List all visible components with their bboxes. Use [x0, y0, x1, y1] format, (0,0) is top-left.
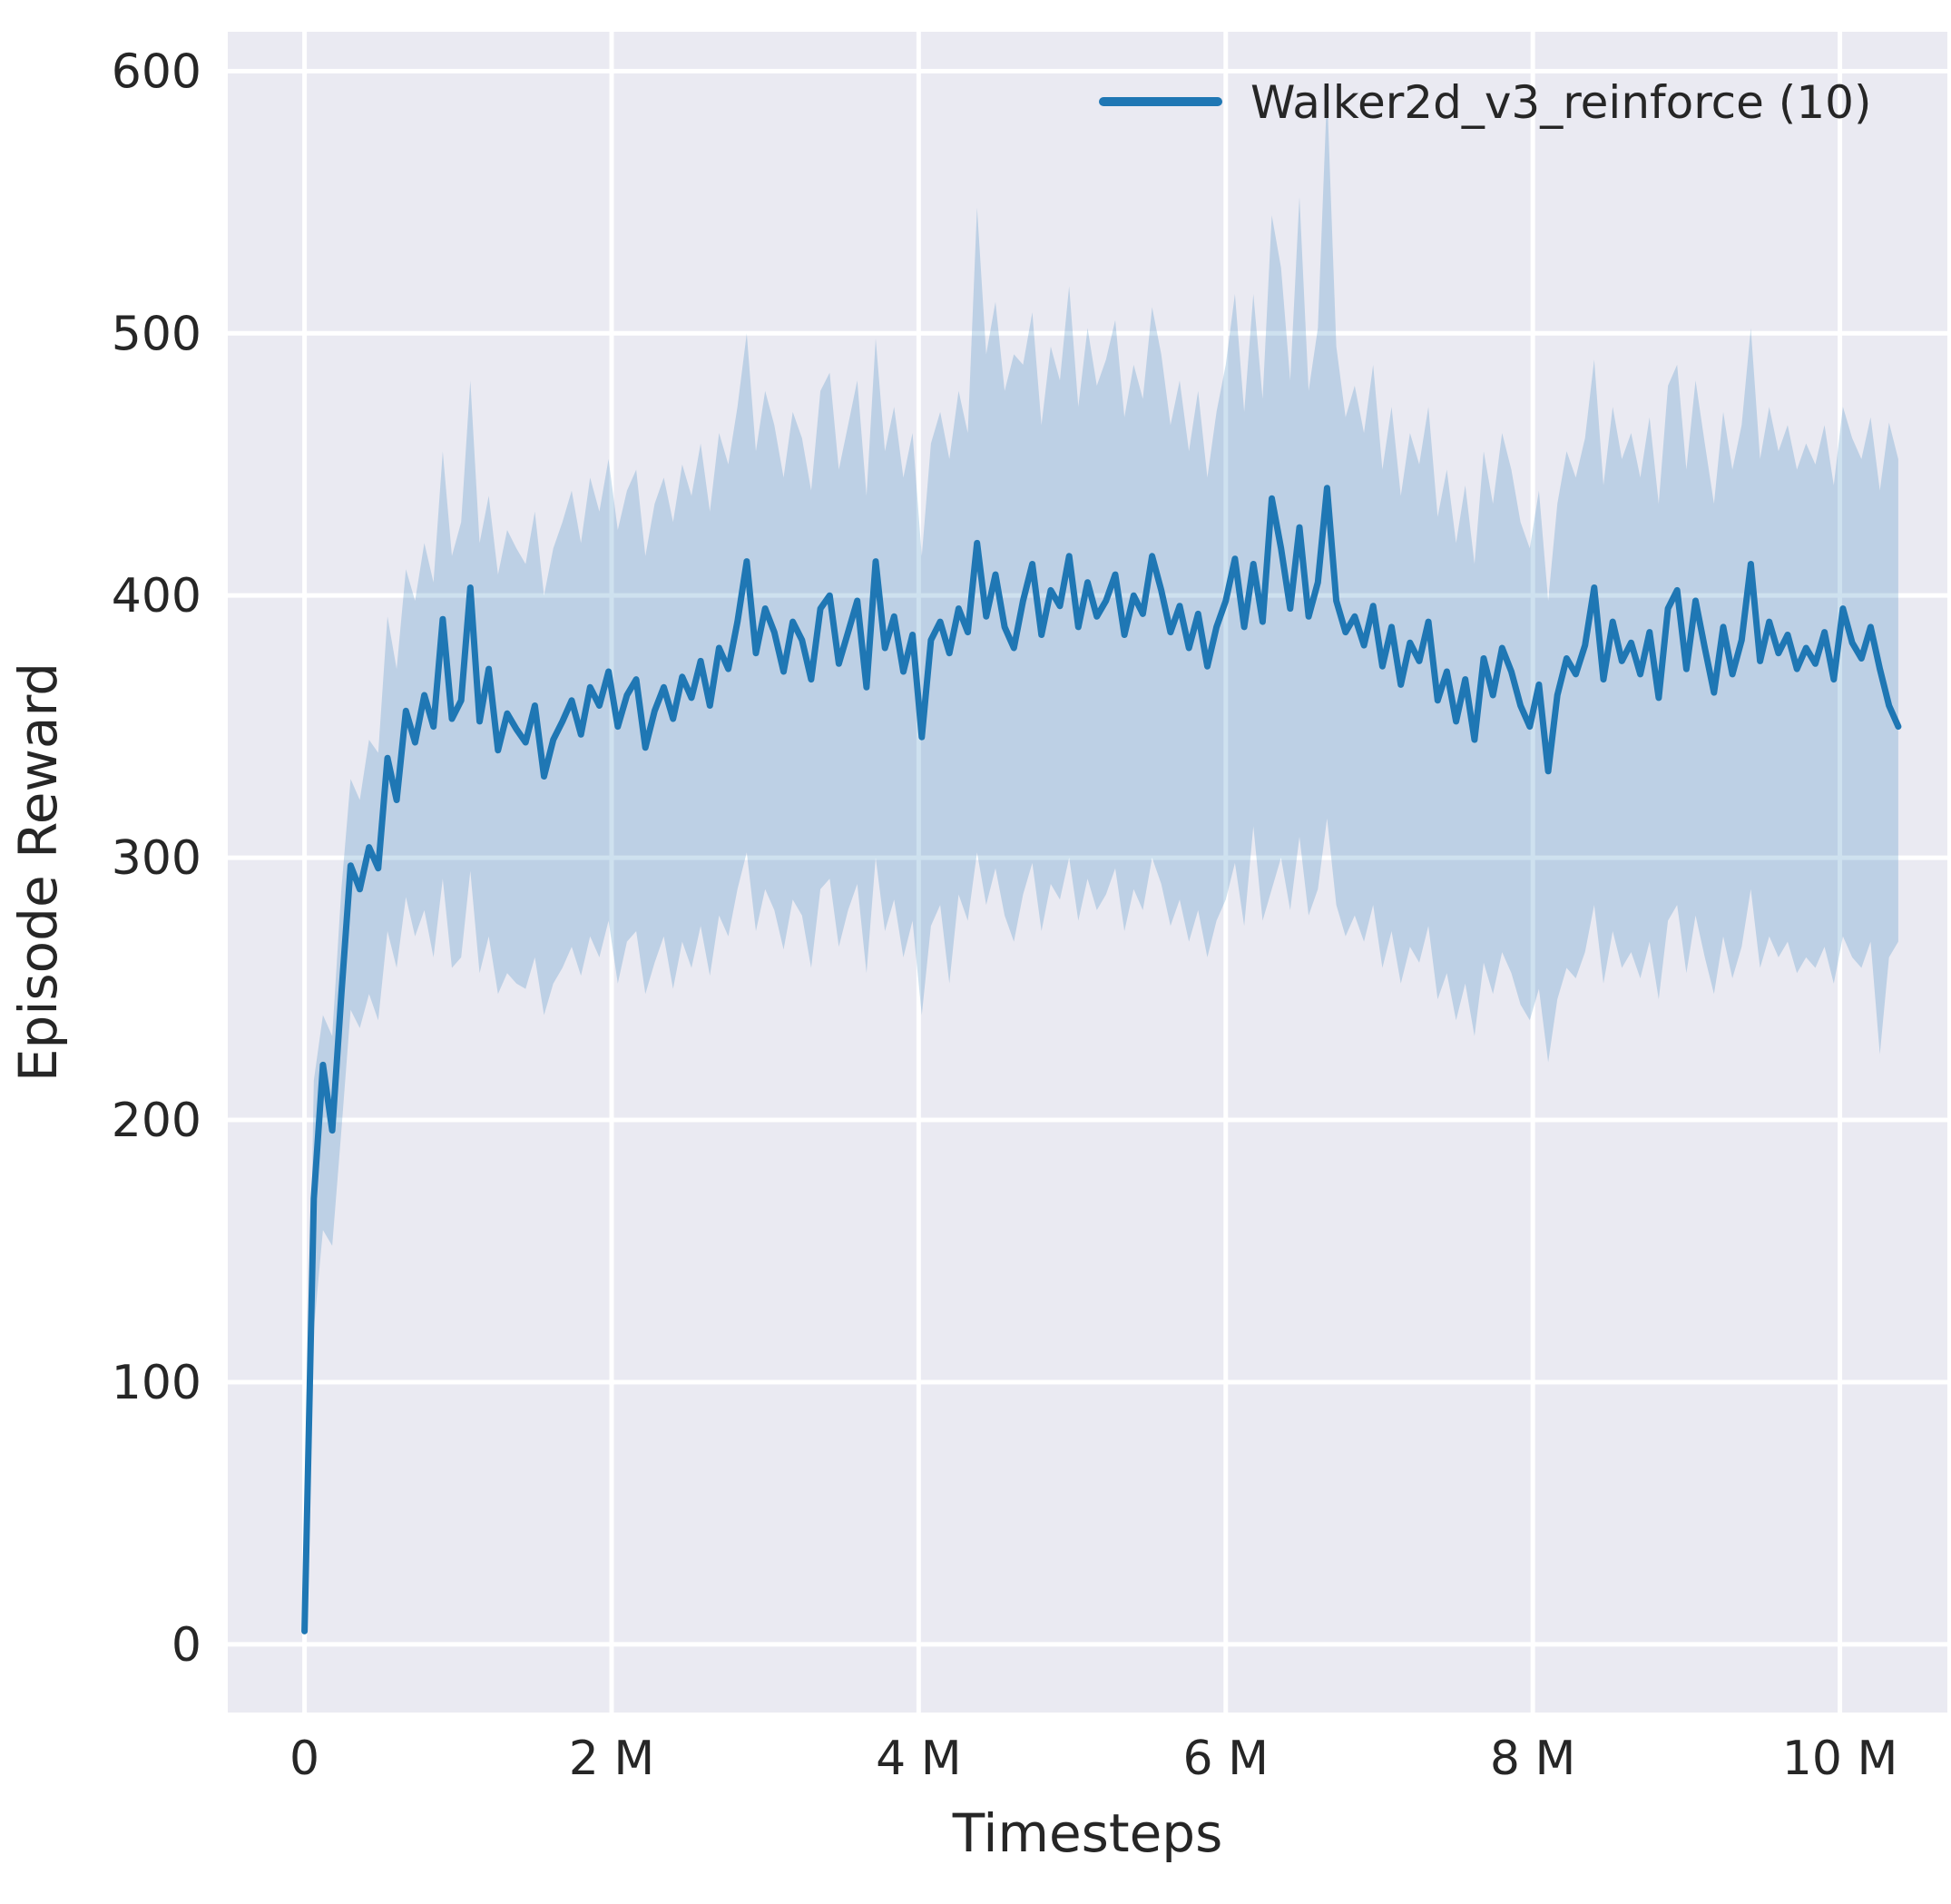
x-tick-label: 2 M: [569, 1732, 654, 1786]
x-tick-label: 6 M: [1183, 1732, 1269, 1786]
y-tick-label: 400: [112, 569, 201, 623]
y-axis-label: Episode Reward: [7, 662, 69, 1082]
x-tick-label: 4 M: [876, 1732, 961, 1786]
x-axis-label: Timesteps: [952, 1802, 1223, 1864]
y-tick-label: 0: [172, 1618, 201, 1673]
x-tick-label: 0: [289, 1732, 319, 1786]
y-tick-label: 600: [112, 44, 201, 99]
mean-line: [301, 485, 1902, 1634]
legend-label: Walker2d_v3_reinforce (10): [1250, 76, 1871, 129]
x-tick-label: 8 M: [1490, 1732, 1575, 1786]
y-tick-label: 300: [112, 831, 201, 886]
y-tick-label: 100: [112, 1356, 201, 1410]
y-tick-label: 200: [112, 1094, 201, 1148]
confidence-band: [304, 92, 1898, 1637]
axes-background: [228, 32, 1947, 1713]
x-tick-label: 10 M: [1782, 1732, 1898, 1786]
y-tick-label: 500: [112, 307, 201, 361]
